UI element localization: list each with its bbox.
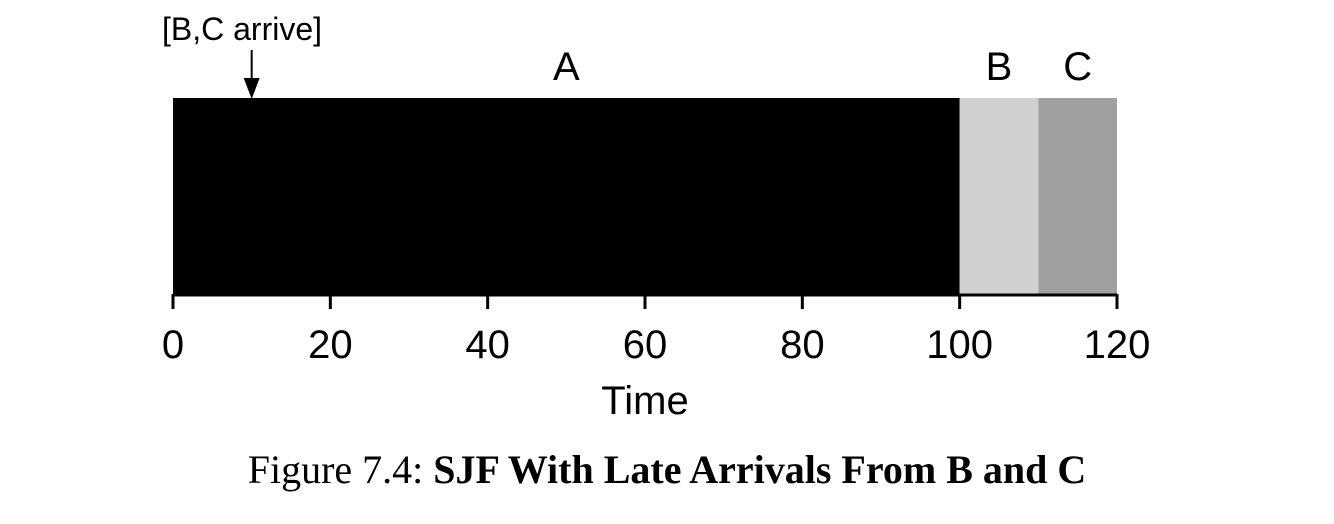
x-tick-label: 40 — [465, 323, 510, 367]
x-axis: 0 20 40 60 80 100 120 — [162, 293, 1151, 367]
caption-prefix: Figure 7.4: — [247, 447, 424, 492]
segment-bar-c — [1038, 98, 1117, 295]
segment-bar-a — [173, 98, 960, 295]
x-tick-label: 0 — [162, 323, 184, 367]
x-tick-label: 20 — [308, 323, 353, 367]
annotations-layer: [B,C arrive] — [162, 11, 322, 99]
segment-label-b: B — [986, 45, 1013, 89]
segment-labels-layer: A B C — [553, 45, 1092, 89]
x-tick-label: 60 — [623, 323, 668, 367]
arrival-arrow-head — [243, 78, 260, 99]
x-tick-label: 120 — [1084, 323, 1151, 367]
segment-label-a: A — [553, 45, 580, 89]
figure-caption: Figure 7.4: SJF With Late Arrivals From … — [0, 446, 1334, 493]
segment-bar-b — [959, 98, 1039, 295]
chart-svg: A B C 0 20 40 60 80 100 120 [B,C arrive] Time — [162, 11, 1151, 423]
caption-title: SJF With Late Arrivals From B and C — [433, 447, 1087, 492]
x-axis-label: Time — [601, 379, 688, 423]
segment-label-c: C — [1063, 45, 1092, 89]
x-tick-label: 80 — [780, 323, 825, 367]
bars-layer — [173, 98, 1117, 295]
x-tick-label: 100 — [926, 323, 993, 367]
arrival-annotation-label: [B,C arrive] — [162, 11, 322, 47]
